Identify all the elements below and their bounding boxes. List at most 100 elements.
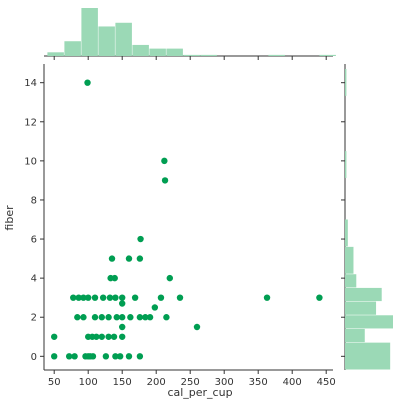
y-tick-label: 6	[31, 235, 37, 246]
x-tick-label: 300	[215, 377, 234, 388]
scatter-point	[89, 353, 97, 360]
x-tick-label: 50	[48, 377, 61, 388]
y-tick-label: 2	[31, 313, 37, 324]
scatter-point	[80, 314, 87, 321]
x-tick-label: 100	[79, 377, 98, 388]
scatter-point	[99, 294, 107, 301]
scatter-point	[80, 294, 87, 301]
x-hist-bar	[98, 26, 115, 56]
y-hist-bar	[345, 151, 347, 178]
scatter-point	[91, 294, 99, 301]
y-tick-label: 12	[24, 117, 37, 128]
scatter-point	[166, 274, 173, 282]
y-hist-bar	[345, 301, 377, 315]
scatter-point	[51, 353, 58, 360]
scatter-point	[74, 314, 81, 321]
y-tick-label: 8	[31, 195, 37, 206]
scatter-point	[127, 314, 134, 321]
y-hist-bar	[345, 328, 365, 343]
x-hist-bar	[47, 52, 64, 56]
scatter-point	[263, 294, 271, 301]
x-axis-label: cal_per_cup	[167, 386, 232, 399]
y-hist-bar	[345, 219, 348, 247]
x-hist-bar	[183, 54, 200, 56]
scatter-point	[75, 294, 82, 301]
x-hist-bar	[81, 8, 98, 56]
scatter-point	[112, 353, 119, 360]
scatter-point	[161, 177, 169, 184]
scatter-point	[136, 255, 144, 262]
scatter-point	[125, 255, 133, 262]
x-hist-bar	[166, 48, 183, 56]
scatter-point	[119, 333, 126, 340]
y-hist-bar	[345, 69, 347, 96]
scatter-point	[157, 294, 165, 301]
scatter-point	[98, 314, 106, 321]
scatter-point	[163, 314, 170, 321]
scatter-point	[119, 323, 126, 331]
scatter-point	[93, 333, 100, 340]
x-tick-label: 400	[283, 377, 302, 388]
scatter-point	[108, 255, 116, 262]
y-hist-bar	[345, 246, 354, 274]
x-tick-label: 450	[317, 377, 336, 388]
y-marginal-histogram	[341, 64, 393, 370]
y-tick-label: 14	[24, 78, 37, 89]
x-hist-bar	[319, 54, 336, 56]
x-hist-bar	[115, 22, 132, 56]
scatter-point	[113, 314, 120, 321]
x-marginal-histogram	[44, 8, 336, 60]
scatter-point	[137, 235, 144, 243]
x-tick-label: 250	[181, 377, 200, 388]
x-tick-label: 150	[113, 377, 132, 388]
scatter-point	[102, 353, 110, 360]
scatter-point	[125, 353, 133, 360]
scatter-point	[119, 300, 126, 307]
scatter-point	[112, 294, 119, 301]
scatter-point	[71, 353, 78, 360]
scatter-point	[176, 294, 184, 301]
y-hist-bar	[345, 287, 382, 302]
y-hist-bar	[345, 315, 393, 329]
scatter-point	[105, 314, 112, 321]
scatter-point	[98, 333, 106, 340]
y-hist-bar	[345, 342, 391, 370]
x-hist-bar	[64, 41, 81, 56]
x-hist-bar	[268, 54, 285, 56]
scatter-point	[116, 353, 124, 360]
scatter-point	[119, 314, 126, 321]
x-hist-bar	[132, 44, 149, 56]
scatter-point	[51, 333, 58, 340]
scatter-point	[151, 304, 159, 311]
scatter-point	[111, 274, 118, 282]
scatter-point	[70, 294, 77, 301]
scatter-point	[85, 294, 92, 301]
x-tick-label: 200	[147, 377, 166, 388]
y-hist-bar	[345, 274, 357, 288]
x-hist-bar	[149, 48, 166, 56]
scatter-points	[51, 79, 323, 360]
x-axis-ticks: 50 100 150 200 250 300 350 400 450	[48, 370, 336, 388]
y-axis-ticks: 0 2 4 6 8 10 12 14	[24, 78, 44, 363]
x-tick-label: 350	[249, 377, 268, 388]
scatter-point	[119, 294, 126, 301]
y-axis-label: fiber	[3, 205, 16, 231]
x-hist-bar	[200, 54, 217, 56]
y-tick-label: 10	[24, 156, 37, 167]
scatter-point	[161, 157, 168, 165]
scatter-point	[136, 353, 144, 360]
scatter-point	[84, 79, 91, 86]
scatter-point	[110, 333, 118, 340]
scatter-point	[316, 294, 323, 301]
axes	[43, 64, 333, 371]
scatter-point	[105, 333, 112, 340]
scatter-point	[91, 314, 99, 321]
scatter-point	[146, 314, 154, 321]
scatter-point	[193, 323, 201, 331]
scatter-point	[106, 294, 114, 301]
y-tick-label: 4	[31, 274, 37, 285]
scatter-plot-area: 50 100 150 200 250 300 350 400 450 0 2 4 6 8 10 12 14	[24, 64, 336, 388]
scatter-point	[131, 294, 139, 301]
